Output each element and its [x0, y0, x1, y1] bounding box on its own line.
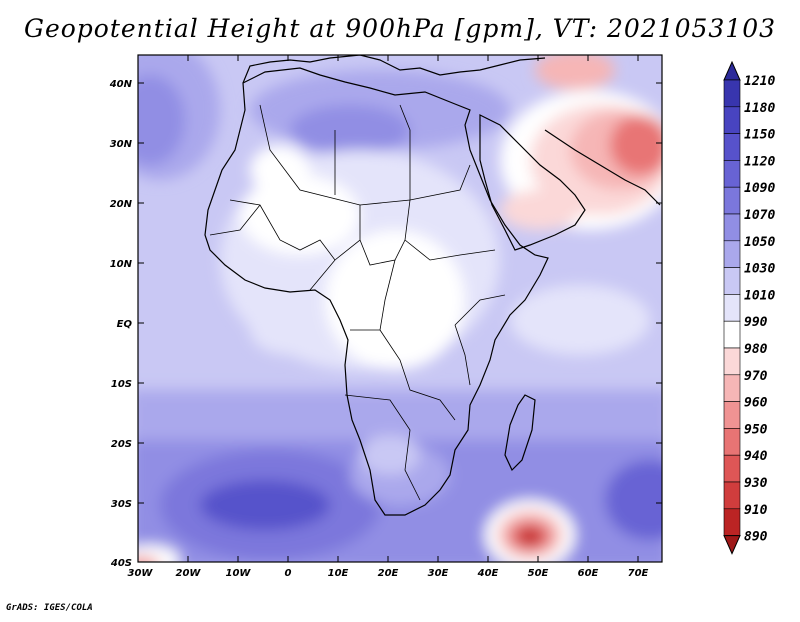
lon-label: 20W	[176, 568, 202, 579]
lat-tick: 10N	[110, 259, 662, 270]
colorbar-segment	[723, 374, 741, 402]
colorbar-segment	[723, 454, 741, 483]
lon-label: 50E	[528, 568, 549, 579]
colorbar-segment	[723, 267, 741, 295]
lat-tick: EQ	[117, 319, 662, 330]
colorbar-segment	[723, 294, 741, 322]
chart-title: Geopotential Height at 900hPa [gpm], VT:…	[23, 14, 777, 43]
credit-text: GrADS: IGES/COLA	[6, 603, 93, 613]
map-frame	[137, 54, 663, 563]
colorbar-label: 1050	[744, 235, 775, 250]
lat-label: EQ	[117, 319, 133, 330]
colorbar-label: 950	[744, 422, 768, 437]
colorbar-label: 1070	[744, 208, 775, 223]
lon-tick: 20W	[176, 55, 202, 579]
lon-label: 0	[285, 568, 292, 579]
colorbar-segment	[723, 186, 741, 215]
lat-label: 40N	[109, 79, 133, 90]
persia-coast	[544, 129, 661, 206]
colorbar-label: 960	[744, 396, 768, 411]
colorbar-label: 1150	[744, 128, 775, 143]
colorbar-segment	[723, 213, 741, 242]
madagascar	[504, 394, 536, 472]
height-field	[138, 55, 662, 562]
colorbar-label: 1090	[744, 181, 775, 196]
lon-tick: 10W	[226, 55, 252, 579]
colorbar-label: 930	[744, 476, 768, 491]
colorbar-segment	[723, 508, 741, 536]
colorbar-label: 1180	[744, 101, 775, 116]
lon-tick: 20E	[378, 55, 399, 579]
iberia-europe	[242, 55, 546, 84]
lat-label: 20S	[111, 439, 132, 450]
colorbar-segment	[723, 401, 741, 429]
colorbar-label: 1030	[744, 262, 775, 277]
colorbar-segment	[723, 240, 741, 268]
lat-axis: 40N 30N 20N 10N EQ 10S 20S 30S 40S	[109, 79, 662, 569]
lon-label: 70E	[628, 568, 649, 579]
colorbar-label: 1210	[744, 74, 775, 89]
lon-tick: 10E	[328, 55, 349, 579]
colorbar-segment	[723, 428, 741, 456]
lon-label: 10W	[226, 568, 252, 579]
colorbar-arrow-top	[723, 60, 741, 81]
lon-tick: 40E	[477, 55, 499, 579]
colorbar: 1210 1180 1150 1120 1090 1070 1050 1030 1010 990 9…	[723, 60, 775, 555]
colorbar-segment	[723, 347, 741, 376]
lat-label: 10N	[110, 259, 133, 270]
lon-label: 30W	[128, 568, 154, 579]
colorbar-segment	[723, 320, 741, 349]
lat-label: 30N	[110, 139, 133, 150]
coastlines	[204, 55, 661, 516]
lat-tick: 10S	[111, 379, 662, 390]
lon-label: 40E	[477, 568, 499, 579]
lon-label: 60E	[578, 568, 599, 579]
colorbar-label: 1010	[744, 288, 775, 303]
lat-label: 30S	[111, 499, 132, 510]
lon-tick: 0	[285, 55, 292, 579]
colorbar-label: 1120	[744, 154, 775, 169]
country-borders	[209, 104, 506, 501]
colorbar-label: 940	[744, 449, 768, 464]
colorbar-label: 980	[744, 342, 768, 357]
colorbar-label: 910	[744, 503, 768, 518]
lat-label: 40S	[110, 558, 132, 569]
colorbar-segment	[723, 106, 741, 134]
colorbar-segment	[723, 160, 741, 188]
lon-tick: 30E	[428, 55, 449, 579]
lon-tick: 70E	[628, 55, 649, 579]
lon-label: 10E	[328, 568, 349, 579]
colorbar-segment	[723, 133, 741, 161]
colorbar-label: 990	[744, 315, 768, 330]
colorbar-segment	[723, 481, 741, 510]
colorbar-label: 890	[744, 530, 768, 545]
lat-tick: 30S	[111, 499, 662, 510]
lat-tick: 30N	[110, 139, 662, 150]
lon-tick: 50E	[528, 55, 549, 579]
lat-tick: 20N	[110, 199, 662, 210]
africa-coastline	[204, 67, 549, 516]
lat-tick: 40N	[109, 79, 662, 90]
colorbar-label: 970	[744, 369, 768, 384]
lon-tick: 60E	[578, 55, 599, 579]
lon-label: 30E	[428, 568, 449, 579]
arabia	[479, 114, 586, 251]
lat-label: 20N	[110, 199, 133, 210]
colorbar-arrow-bottom	[723, 535, 741, 555]
lon-tick: 30W	[128, 568, 154, 579]
lon-axis: 30W 20W 10W 0 10E 20E 30E 40E 50E 60E 70…	[128, 55, 649, 579]
lat-tick: 20S	[111, 439, 662, 450]
lat-label: 10S	[111, 379, 132, 390]
lat-tick: 40S	[110, 558, 132, 569]
lon-label: 20E	[378, 568, 399, 579]
field-shading	[138, 55, 662, 562]
colorbar-segment	[723, 79, 741, 108]
